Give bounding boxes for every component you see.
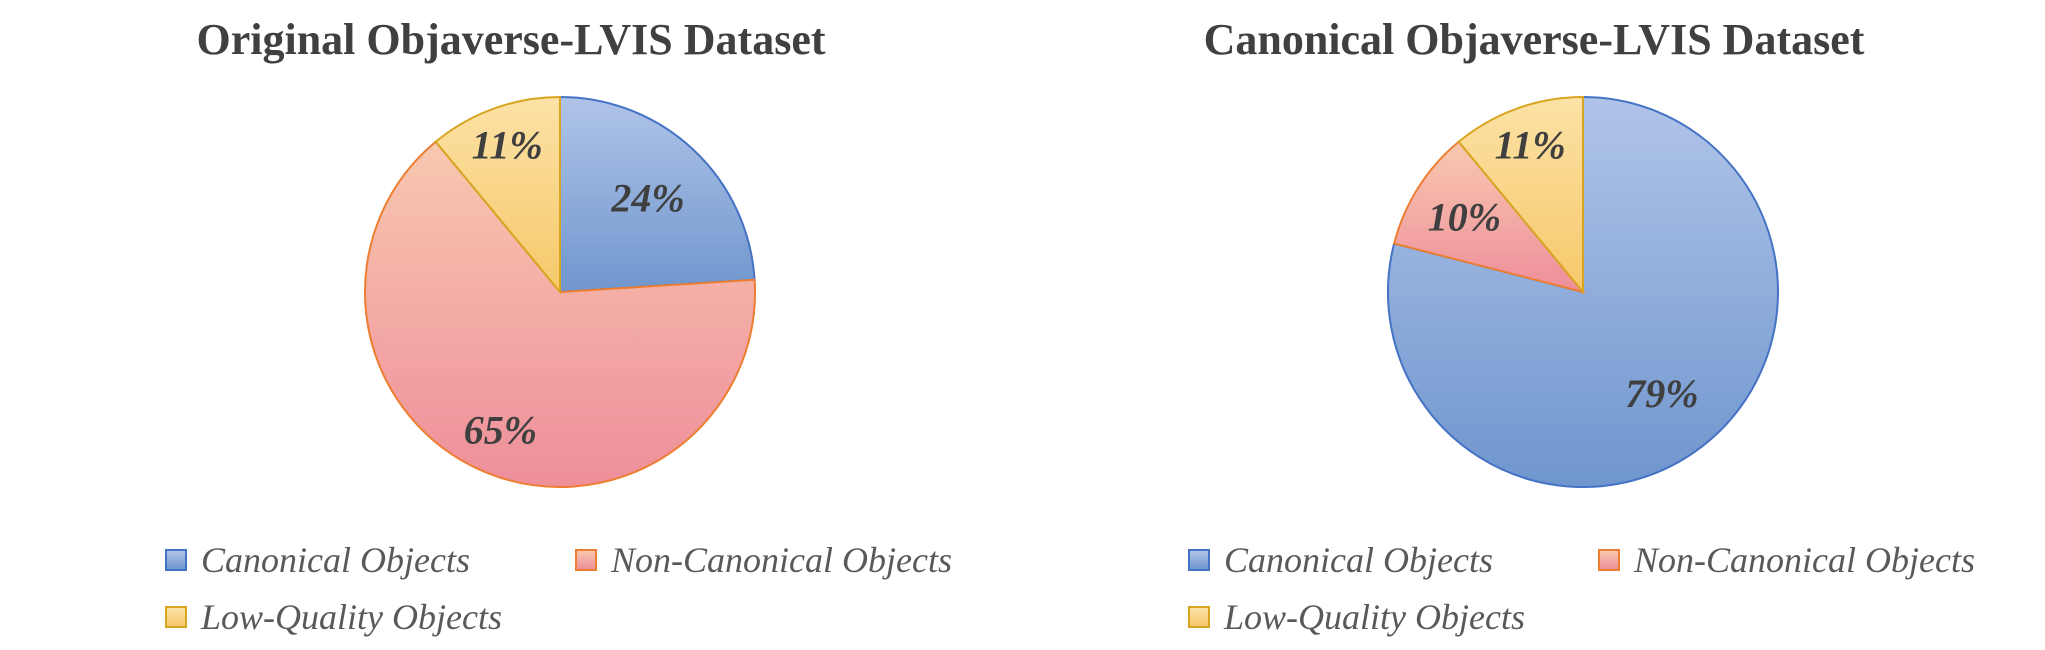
legend-swatch — [1598, 549, 1620, 571]
legend-label: Non-Canonical Objects — [611, 540, 952, 580]
slice-label-canonical: 24% — [610, 176, 684, 221]
pie-chart: 79% 10% 11% — [1387, 95, 1779, 488]
chart-panel-original: Original Objaverse-LVIS Dataset 24% 65% 11… — [0, 0, 1022, 650]
slice-label-low-quality: 11% — [472, 123, 543, 168]
legend-item-non-canonical: Non-Canonical Objects — [575, 535, 952, 585]
legend-label: Non-Canonical Objects — [1634, 540, 1975, 580]
chart-panel-canonical: Canonical Objaverse-LVIS Dataset 79% 10% 1… — [1023, 0, 2045, 650]
legend-label: Canonical Objects — [1224, 540, 1493, 580]
pie-chart: 24% 65% 11% — [364, 95, 756, 488]
legend-item-low-quality: Low-Quality Objects — [165, 592, 502, 642]
legend: Canonical Objects Non-Canonical Objects … — [0, 515, 1022, 645]
legend: Canonical Objects Non-Canonical Objects … — [1023, 515, 2045, 645]
legend-label: Canonical Objects — [201, 540, 470, 580]
legend-swatch — [165, 549, 187, 571]
legend-swatch — [1188, 549, 1210, 571]
slice-label-low-quality: 11% — [1495, 123, 1566, 168]
legend-item-low-quality: Low-Quality Objects — [1188, 592, 1525, 642]
legend-item-canonical: Canonical Objects — [1188, 535, 1493, 585]
legend-swatch — [1188, 606, 1210, 628]
slice-label-non-canonical: 10% — [1428, 194, 1501, 239]
legend-item-canonical: Canonical Objects — [165, 535, 470, 585]
chart-title: Original Objaverse-LVIS Dataset — [196, 15, 826, 64]
chart-title: Canonical Objaverse-LVIS Dataset — [1203, 15, 1865, 64]
slice-label-non-canonical: 65% — [464, 407, 537, 452]
legend-label: Low-Quality Objects — [1224, 597, 1525, 637]
pie-slice-low-quality — [434, 95, 561, 295]
legend-swatch — [575, 549, 597, 571]
pie-slice-non-canonical — [1392, 140, 1586, 294]
slice-label-canonical: 79% — [1625, 371, 1698, 416]
pie-slice-canonical — [559, 95, 756, 294]
pie-slice-non-canonical — [364, 140, 756, 488]
legend-swatch — [165, 606, 187, 628]
legend-label: Low-Quality Objects — [201, 597, 502, 637]
legend-item-non-canonical: Non-Canonical Objects — [1598, 535, 1975, 585]
pie-slice-low-quality — [1457, 95, 1584, 295]
